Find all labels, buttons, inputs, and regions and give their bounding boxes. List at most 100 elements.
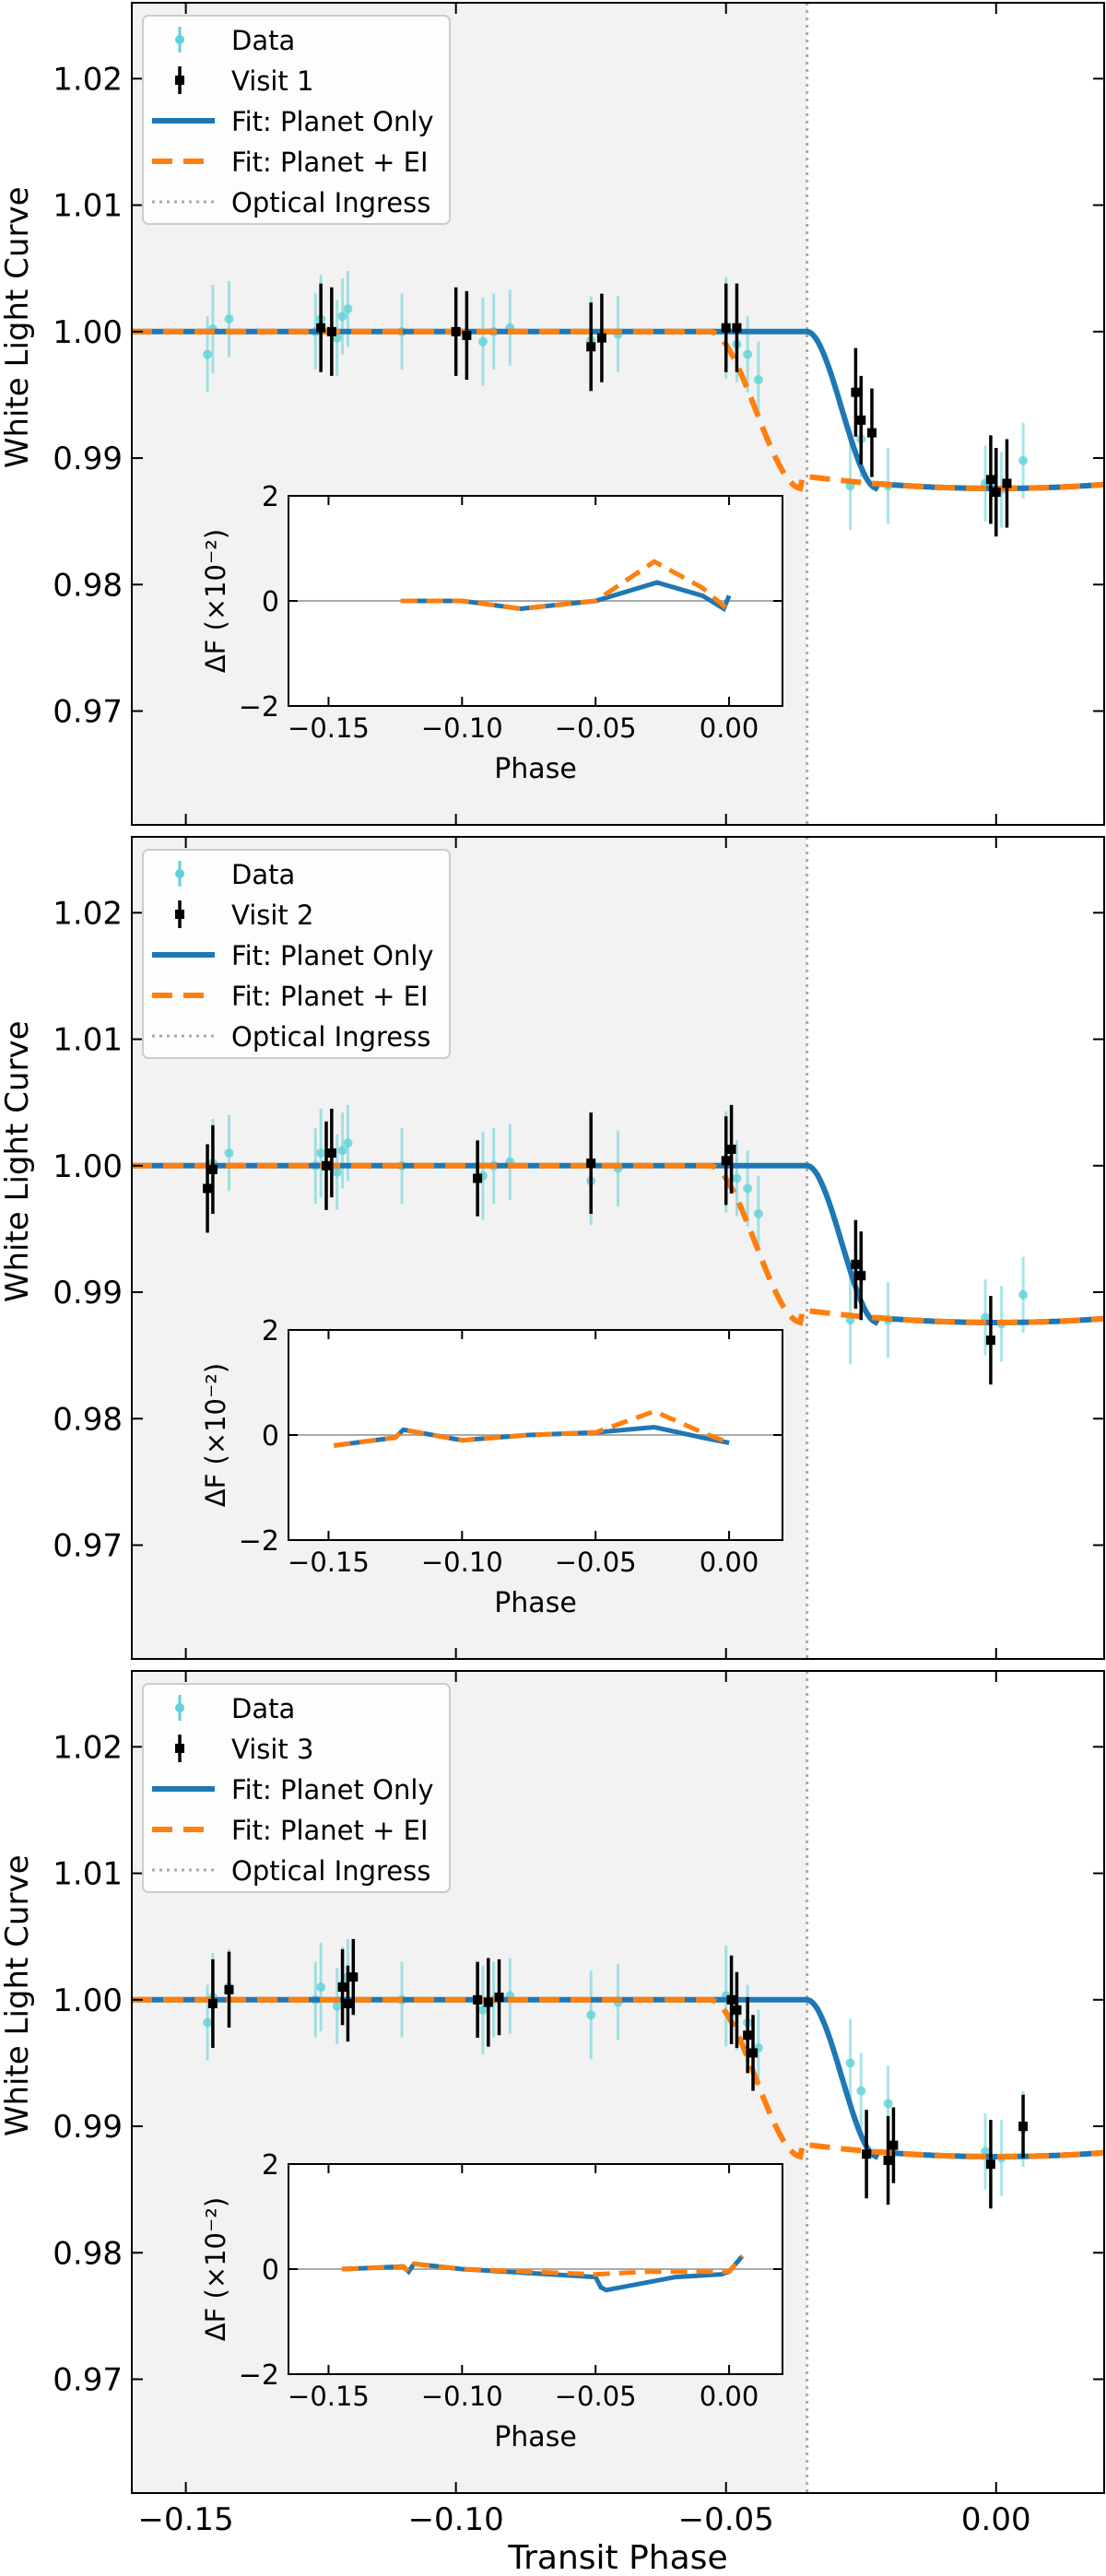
y-tick-label: 0.99 <box>53 441 123 477</box>
y-tick-label: 1.02 <box>53 895 123 932</box>
inset-x-tick-label: −0.10 <box>421 2381 503 2412</box>
legend-frame <box>142 15 451 225</box>
visit-point <box>732 323 742 333</box>
legend-visit-dot <box>175 1744 184 1753</box>
data-point <box>845 2058 855 2068</box>
inset-x-tick-label: −0.15 <box>288 2381 370 2412</box>
visit-point <box>991 488 1001 498</box>
inset-x-tick-label: 0.00 <box>700 712 759 744</box>
data-point <box>224 1148 234 1159</box>
visit-point <box>596 333 606 343</box>
legend-visit-label: Visit 3 <box>231 1734 313 1765</box>
legend: Data Visit 1 Fit: Planet Only Fit: Planet +… <box>142 15 451 225</box>
data-point <box>337 312 347 322</box>
inset-x-tick-label: −0.05 <box>555 712 637 744</box>
data-point <box>883 2099 893 2109</box>
visit-point <box>494 1993 504 2003</box>
data-point <box>743 1183 753 1194</box>
legend: Data Visit 2 Fit: Planet Only Fit: Planet +… <box>142 849 451 1059</box>
legend-data-label: Data <box>231 25 295 56</box>
visit-point <box>748 2048 759 2058</box>
visit-point <box>721 1156 731 1166</box>
inset-x-tick-label: −0.15 <box>288 1547 370 1578</box>
axes-frame <box>131 1670 1105 2494</box>
data-point <box>316 1982 326 1993</box>
fit-planet-ei-line <box>132 1996 1105 2160</box>
visit-point <box>721 323 731 333</box>
data-point <box>332 1167 342 1177</box>
inset-x-tick-label: −0.05 <box>555 2381 637 2412</box>
legend-optical-ingress-label: Optical Ingress <box>231 1021 430 1053</box>
visit-point <box>473 1173 483 1183</box>
y-tick-label: 0.97 <box>53 2361 123 2398</box>
data-point <box>203 349 213 359</box>
data-point <box>337 1146 347 1156</box>
y-axis-label: White Light Curve <box>0 187 36 469</box>
visit-point <box>586 1159 596 1169</box>
visit-point <box>883 2156 893 2166</box>
inset-y-axis-label: ΔF (×10⁻²) <box>200 529 231 674</box>
visit-point <box>203 1183 213 1194</box>
legend-planet-ei-label: Fit: Planet + EI <box>231 1815 429 1846</box>
inset-y-tick-label: 2 <box>262 481 279 513</box>
inset-y-tick-label: −2 <box>239 2359 279 2392</box>
y-tick-label: 1.02 <box>53 61 123 98</box>
y-tick-label: 0.98 <box>53 567 123 604</box>
data-point <box>732 1173 742 1183</box>
inset-x-tick-label: −0.10 <box>421 712 503 744</box>
legend-data-label: Data <box>231 1693 295 1724</box>
inset-x-axis-label: Phase <box>494 2421 577 2453</box>
visit-point <box>732 2005 742 2015</box>
y-tick-label: 0.97 <box>53 1527 123 1564</box>
legend-data-label: Data <box>231 859 295 890</box>
data-point <box>203 2017 213 2028</box>
visit-point <box>348 1972 359 1982</box>
panel-visit-2: 0.97 0.98 0.99 1.00 1.01 1.02 White Light Curv… <box>0 836 1105 1660</box>
x-tick-label: 0.00 <box>961 2501 1031 2538</box>
data-point <box>316 1148 326 1159</box>
legend-visit-label: Visit 1 <box>231 65 313 97</box>
visit-point <box>316 323 326 333</box>
inset-y-tick-label: 2 <box>262 2149 279 2182</box>
inset-y-tick-label: 2 <box>262 1315 279 1347</box>
visit-point <box>586 342 596 352</box>
inset-planet-only-line <box>400 580 732 613</box>
visit-point <box>224 1984 234 1994</box>
y-tick-label: 1.01 <box>53 188 123 225</box>
legend-planet-only-label: Fit: Planet Only <box>231 940 434 971</box>
panel-visit-1: 0.97 0.98 0.99 1.00 1.01 1.02 White Light Curv… <box>0 2 1105 826</box>
legend-visit-dot <box>175 76 184 85</box>
data-point <box>477 336 488 347</box>
data-point <box>856 2086 866 2096</box>
inset-residuals: −2 0 2 −0.15 −0.10 −0.05 0.00 Phase ΔF (×10⁻²) <box>200 481 783 785</box>
data-point <box>343 1138 353 1148</box>
legend: Data Visit 3 Fit: Planet Only Fit: Planet +… <box>142 1683 451 1893</box>
y-tick-label: 1.00 <box>53 1148 123 1185</box>
fit-planet-ei-line <box>132 1162 1105 1326</box>
inset-x-tick-label: −0.15 <box>288 712 370 744</box>
inset-y-axis-label: ΔF (×10⁻²) <box>200 1363 231 1508</box>
visit-point <box>856 1271 866 1281</box>
visit-point <box>856 415 866 425</box>
inset-y-tick-label: −2 <box>239 691 279 723</box>
y-tick-label: 0.98 <box>53 2235 123 2272</box>
legend-planet-only-label: Fit: Planet Only <box>231 1774 434 1806</box>
visit-point <box>473 1994 483 2005</box>
y-tick-label: 0.99 <box>53 1275 123 1312</box>
inset-y-tick-label: 0 <box>262 1420 279 1453</box>
x-tick-label: −0.10 <box>408 2501 504 2538</box>
y-tick-label: 1.01 <box>53 1856 123 1893</box>
data-point <box>332 2001 342 2011</box>
inset-y-tick-label: 0 <box>262 2254 279 2287</box>
legend-optical-ingress-label: Optical Ingress <box>231 1855 430 1887</box>
legend-frame <box>142 1683 451 1893</box>
visit-point <box>726 1144 736 1154</box>
visit-point <box>888 2140 899 2150</box>
visit-point <box>726 1994 736 2005</box>
y-tick-label: 1.02 <box>53 1729 123 1766</box>
axes-frame <box>131 2 1105 826</box>
data-point <box>1018 455 1029 465</box>
visit-point <box>851 1259 861 1269</box>
x-tick-label: −0.05 <box>678 2501 774 2538</box>
